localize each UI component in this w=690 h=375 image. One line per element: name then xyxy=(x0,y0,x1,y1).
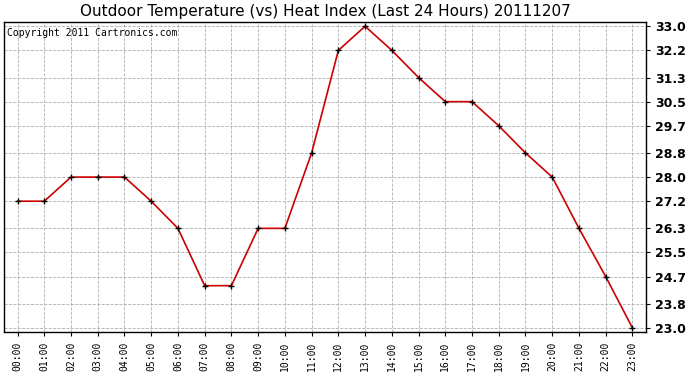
Text: Copyright 2011 Cartronics.com: Copyright 2011 Cartronics.com xyxy=(8,28,178,38)
Title: Outdoor Temperature (vs) Heat Index (Last 24 Hours) 20111207: Outdoor Temperature (vs) Heat Index (Las… xyxy=(79,4,571,19)
